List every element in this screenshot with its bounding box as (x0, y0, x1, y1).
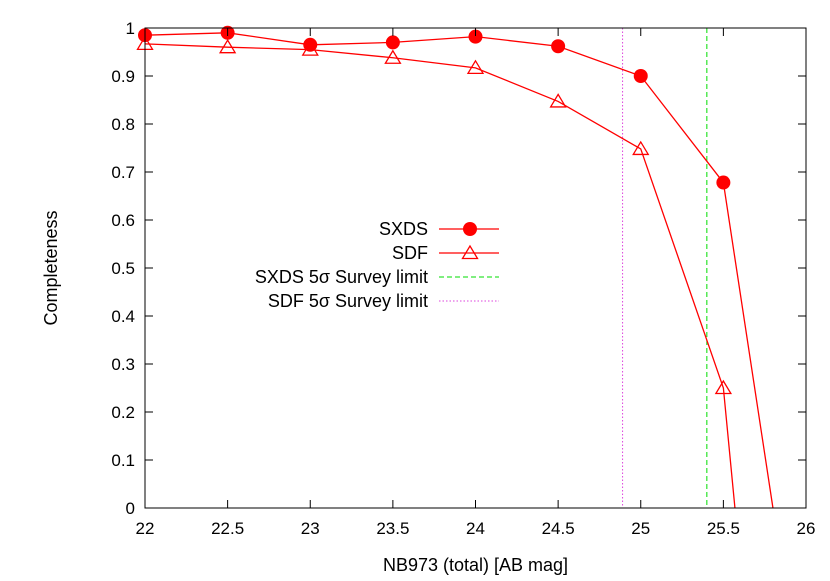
legend-marker (461, 244, 479, 260)
data-series (136, 25, 774, 509)
data-point (218, 38, 237, 54)
y-axis-title: Completeness (41, 210, 61, 325)
y-tick-label: 0.6 (111, 211, 135, 230)
y-tick-label: 0.9 (111, 67, 135, 86)
y-tick-label: 0.5 (111, 259, 135, 278)
legend: SXDS SDF SXDS 5σ Survey limit SDF 5σ Survey… (255, 219, 499, 311)
data-point (632, 140, 650, 156)
series-line-sdf (144, 43, 736, 509)
legend-label: SDF 5σ Survey limit (268, 291, 428, 311)
x-tick-label: 24 (466, 519, 485, 538)
y-tick-label: 0.4 (111, 307, 135, 326)
x-tick-label: 25.5 (707, 519, 740, 538)
x-tick-label: 25 (631, 519, 650, 538)
x-tick-label: 22 (136, 519, 155, 538)
y-tick-label: 0.7 (111, 163, 135, 182)
x-tick-label: 24.5 (542, 519, 575, 538)
x-axis-title: NB973 (total) [AB mag] (383, 555, 568, 575)
legend-marker (463, 222, 477, 236)
y-tick-label: 0.8 (111, 115, 135, 134)
legend-label: SXDS 5σ Survey limit (255, 267, 428, 287)
data-point (714, 379, 733, 395)
y-tick-label: 0.3 (111, 355, 135, 374)
data-point (466, 59, 485, 74)
data-point (633, 69, 648, 83)
y-tick-label: 1 (126, 19, 135, 38)
legend-label: SXDS (379, 219, 428, 239)
data-point (301, 41, 319, 56)
x-tick-label: 26 (797, 519, 816, 538)
x-tick-label: 23.5 (376, 519, 409, 538)
data-point (551, 39, 566, 54)
survey-limit-lines (622, 28, 708, 508)
legend-label: SDF (392, 243, 428, 263)
data-point (384, 49, 402, 64)
x-tick-label: 23 (301, 519, 320, 538)
y-tick-label: 0.1 (111, 451, 135, 470)
axis-ticks: 22 22.5 23 23.5 24 24.5 25 25.5 26 0 0.1 0.2 0.3 0.4 0… (111, 19, 815, 538)
y-tick-label: 0 (126, 499, 135, 518)
data-point (468, 29, 483, 44)
x-tick-label: 22.5 (211, 519, 244, 538)
y-tick-label: 0.2 (111, 403, 135, 422)
data-point (716, 175, 731, 190)
data-point (549, 93, 567, 108)
data-point (385, 35, 400, 50)
